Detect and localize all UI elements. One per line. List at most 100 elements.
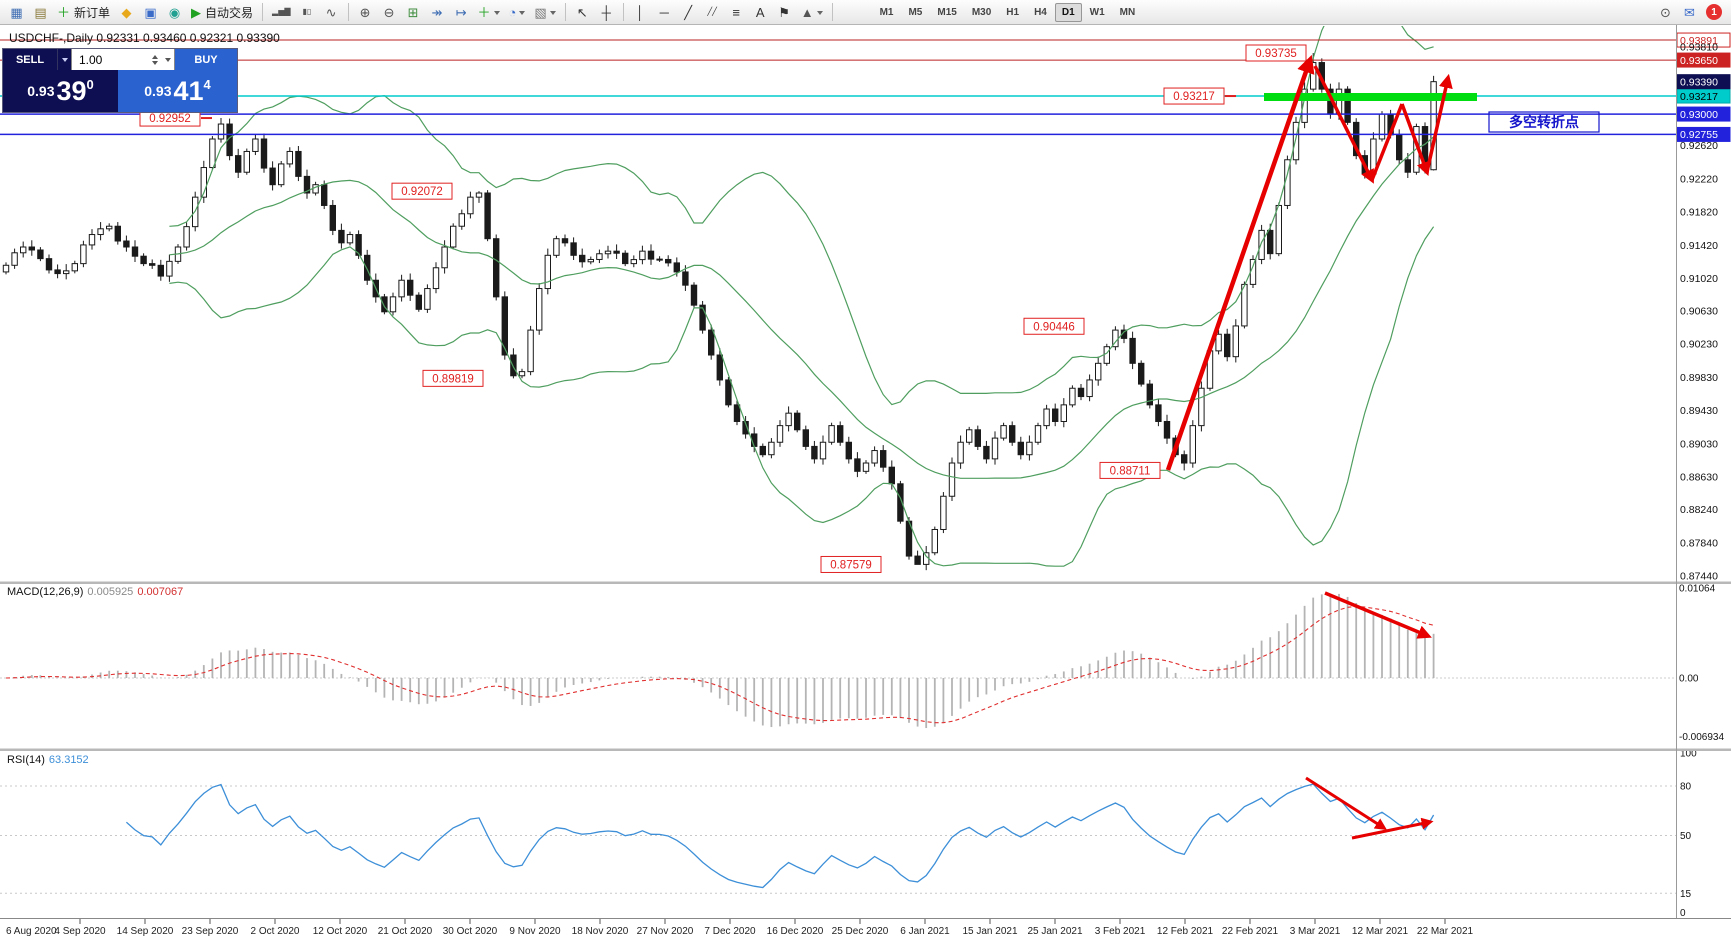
shapes-icon[interactable]: ▲ [797,2,827,22]
svg-text:0.88711: 0.88711 [1110,465,1151,477]
indicators-icon[interactable]: ＋ [474,2,504,22]
equidistant-channel-icon[interactable]: ╱╱ [701,2,724,22]
trend-arrow [1324,591,1432,639]
horizontal-line-icon[interactable]: ─ [653,2,676,22]
macd-name: MACD(12,26,9) [7,586,84,598]
svg-text:0.93735: 0.93735 [1255,48,1297,60]
price-label-box [1023,317,1085,335]
search-icon: ⊙ [1660,4,1671,20]
date-label: 3 Mar 2021 [1290,926,1341,937]
macd-signal-line [5,605,1434,724]
date-label: 21 Oct 2020 [378,926,433,937]
zoom-in-icon[interactable]: ⊕ [354,2,377,22]
stepper-down-icon[interactable] [151,60,158,68]
buy-button[interactable]: BUY [175,49,237,70]
new-chart-icon: ▦ [10,4,23,20]
trend-arrow [1305,776,1388,830]
zoom-out-icon[interactable]: ⊖ [378,2,401,22]
trendline-icon[interactable]: ╱ [677,2,700,22]
tf-m30-button[interactable]: M30 [971,6,992,18]
tf-h1-button[interactable]: H1 [1006,6,1020,18]
volume-dropdown-caret-icon[interactable] [161,55,174,65]
crosshair-icon[interactable]: ┼ [595,2,618,22]
svg-text:0.92220: 0.92220 [1680,173,1718,185]
price-label-box [422,369,484,387]
chart-profiles-icon[interactable]: ▤ [29,2,52,22]
sell-options-dropdown[interactable] [57,49,71,70]
buy-price-pipette: 4 [203,76,211,92]
svg-text:80: 80 [1680,782,1692,793]
candlestick-chart-type-icon[interactable]: ▮▯ [296,2,319,22]
line-chart-type-icon[interactable]: ∿ [320,2,343,22]
panel-splitter[interactable] [0,748,1731,752]
label-icon[interactable]: ⚑ [773,2,796,22]
candlestick-chart-type-icon: ▮▯ [302,7,312,16]
date-label: 7 Dec 2020 [704,926,756,937]
date-label: 6 Aug 2020 [6,926,57,937]
new-chart-icon[interactable]: ▦ [5,2,28,22]
tf-mn-button[interactable]: MN [1119,6,1136,18]
chart-shift-icon[interactable]: ↦ [450,2,473,22]
metaeditor-icon[interactable]: ◆ [115,2,138,22]
mql5-community-icon[interactable]: ◉ [163,2,186,22]
autotrading-button[interactable]: ▶ 自动交易 [187,2,257,22]
macd-panel[interactable] [0,591,1676,729]
text-icon[interactable]: A [749,2,772,22]
periods-icon[interactable]: ◔ [505,2,530,22]
zoom-in-icon: ⊕ [359,4,371,20]
price-axis[interactable]: 0.93891 0.93650 0.93217 0.93000 0.92755 0.933… [1676,32,1731,919]
trend-arrow [1425,73,1453,173]
date-label: 16 Dec 2020 [767,926,824,937]
trend-arrow [1370,103,1404,181]
panel-splitter[interactable] [0,581,1731,585]
tf-m1-button[interactable]: M1 [879,6,894,18]
auto-scroll-icon[interactable]: ↠ [426,2,449,22]
svg-text:0.89830: 0.89830 [1680,372,1718,384]
fibonacci-icon[interactable]: ≡ [725,2,748,22]
tf-m5-button[interactable]: M5 [908,6,923,18]
toolbox-icon[interactable]: ▣ [139,2,162,22]
main-chart-panel[interactable]: 0.92952 0.92072 0.89819 0.87579 0.90446 0.887… [0,0,1676,573]
notification-badge[interactable]: 1 [1706,4,1722,20]
toolbox-icon: ▣ [144,4,157,20]
equidistant-channel-icon: ╱╱ [707,7,717,16]
rsi-value: 63.3152 [48,754,89,766]
sell-button[interactable]: SELL [3,49,57,70]
tf-d1-button[interactable]: D1 [1054,2,1082,22]
chat-icon[interactable]: ✉ [1678,2,1701,22]
svg-text:0.90630: 0.90630 [1680,305,1718,317]
vertical-line-icon[interactable]: │ [629,2,652,22]
new-order-button[interactable]: ＋新订单 [53,2,114,22]
rsi-panel[interactable] [0,776,1676,894]
svg-text:0.91420: 0.91420 [1680,240,1718,252]
search-icon[interactable]: ⊙ [1654,2,1677,22]
horizontal-line-icon: ─ [659,4,669,20]
rsi-name: RSI(14) [7,754,45,766]
stepper-up-icon[interactable] [151,52,158,59]
svg-text:0.90230: 0.90230 [1680,339,1718,351]
tf-m15-button[interactable]: M15 [937,6,957,18]
tf-h4-button[interactable]: H4 [1034,6,1047,18]
sell-price-button[interactable]: 0.93 39 0 [3,70,119,112]
trade-panel-price-row: 0.93 39 0 0.93 41 4 [3,70,237,112]
tf-w1-button[interactable]: W1 [1089,6,1105,18]
volume-input[interactable]: 1.00 [71,49,175,70]
date-label: 9 Nov 2020 [509,926,561,937]
sell-price-pipette: 0 [86,76,94,92]
svg-text:0.93650: 0.93650 [1680,55,1718,67]
templates-icon: ▧ [534,4,547,20]
cursor-icon[interactable]: ↖ [571,2,594,22]
svg-text:0.90446: 0.90446 [1033,321,1075,333]
templates-icon[interactable]: ▧ [530,2,559,22]
svg-text:100: 100 [1680,749,1697,760]
toolbar-separator [564,3,566,21]
indicators-icon: ＋ [477,4,491,20]
trend-arrow [1351,817,1434,840]
volume-stepper[interactable] [148,52,161,68]
bar-chart-type-icon[interactable]: ▂▅▇ [268,2,294,22]
vertical-line-icon: │ [636,4,645,20]
buy-price-button[interactable]: 0.93 41 4 [118,70,237,112]
tile-windows-icon[interactable]: ⊞ [402,2,425,22]
